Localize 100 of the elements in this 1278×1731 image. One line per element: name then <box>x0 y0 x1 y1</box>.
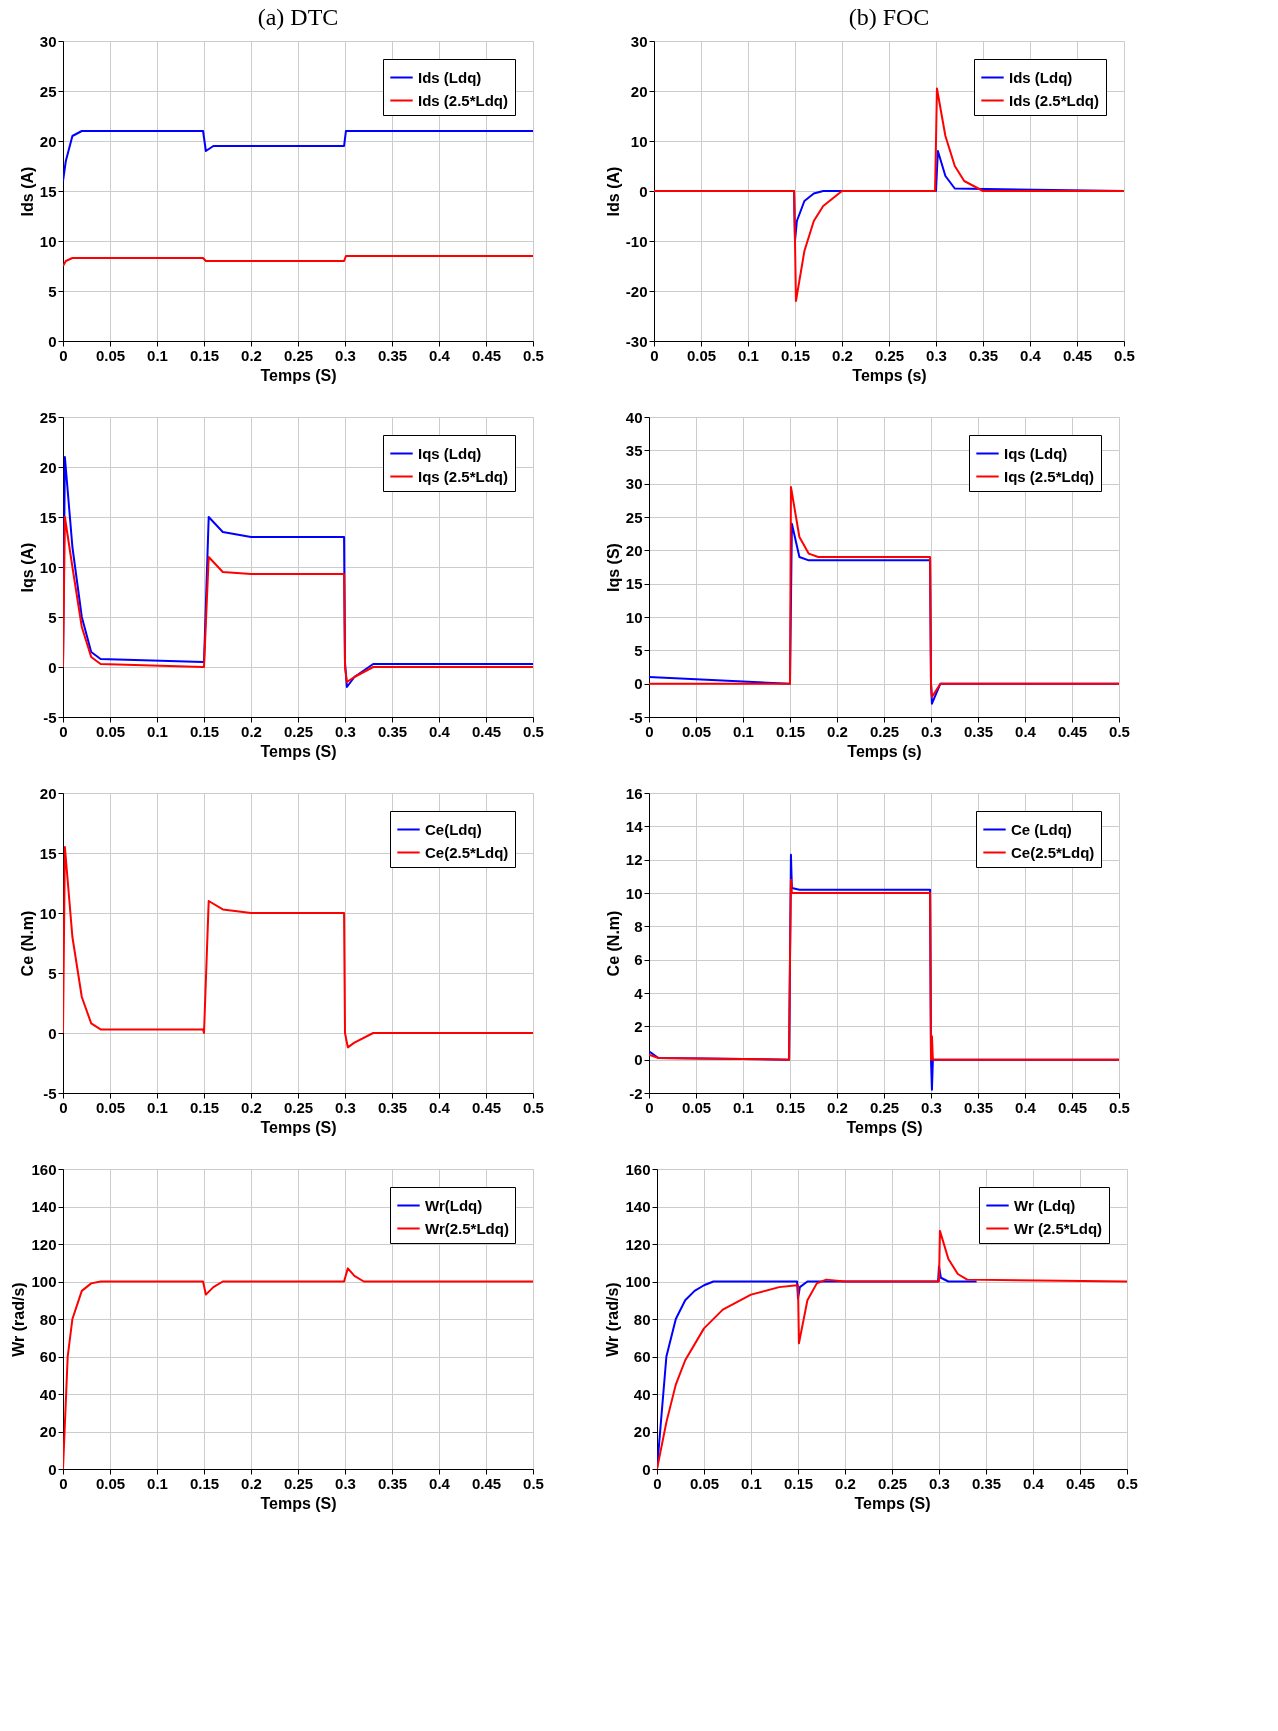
x-tick-label: 0.4 <box>1015 1098 1037 1116</box>
x-tick-label: 0.3 <box>335 1098 356 1116</box>
y-tick-label: 20 <box>625 541 643 559</box>
y-tick-label: 5 <box>48 608 57 626</box>
y-tick-label: 35 <box>625 441 643 459</box>
y-tick-label: 5 <box>48 964 57 982</box>
x-tick-label: 0.15 <box>775 1098 806 1116</box>
x-tick-label: 0.5 <box>523 346 544 364</box>
y-tick-label: 5 <box>634 641 643 659</box>
y-tick-label: 25 <box>625 508 643 526</box>
y-tick-label: 40 <box>633 1385 651 1403</box>
y-tick-label: 0 <box>634 675 643 693</box>
y-tick-label: 40 <box>625 408 643 426</box>
x-tick-label: 0.5 <box>1109 1098 1130 1116</box>
legend-label: Ids (Ldq) <box>418 68 482 86</box>
x-tick-label: 0.25 <box>283 1098 314 1116</box>
y-tick-label: 16 <box>625 784 643 802</box>
legend-label: Ids (Ldq) <box>1009 68 1073 86</box>
x-tick-label: 0.5 <box>1117 1474 1138 1492</box>
y-axis-title: Ce (N.m) <box>604 910 622 977</box>
y-tick-label: 10 <box>39 904 57 922</box>
x-tick-label: 0.1 <box>733 722 754 740</box>
y-tick-label: 60 <box>39 1348 57 1365</box>
y-tick-label: 30 <box>39 32 57 50</box>
x-tick-label: 0.4 <box>429 1098 451 1116</box>
x-tick-label: 0.4 <box>1023 1474 1045 1492</box>
y-tick-label: 4 <box>634 984 644 1002</box>
y-tick-label: -5 <box>43 1084 57 1102</box>
y-tick-label: 10 <box>625 884 643 902</box>
y-tick-label: 10 <box>625 608 643 626</box>
y-tick-label: 5 <box>48 282 57 300</box>
y-tick-label: 140 <box>625 1198 651 1215</box>
y-tick-label: 60 <box>633 1348 651 1365</box>
y-tick-label: -5 <box>43 708 57 726</box>
y-tick-label: 120 <box>625 1235 651 1253</box>
x-tick-label: 0.5 <box>523 1098 544 1116</box>
y-axis-title: Ids (A) <box>604 166 622 217</box>
x-tick-label: 0 <box>653 1474 662 1492</box>
x-tick-label: 0.35 <box>377 722 408 740</box>
legend-label: Wr (Ldq) <box>1014 1196 1076 1214</box>
y-axis-title: Wr (rad/s) <box>10 1282 28 1357</box>
y-tick-label: 120 <box>31 1235 57 1253</box>
x-axis-title: Temps (S) <box>846 1118 923 1136</box>
x-tick-label: 0.45 <box>1057 1098 1088 1116</box>
y-tick-label: 14 <box>625 817 644 835</box>
y-tick-label: -20 <box>625 282 648 300</box>
y-tick-label: 12 <box>625 851 643 869</box>
x-tick-label: 0 <box>59 346 68 364</box>
x-tick-label: 0.35 <box>963 1098 994 1116</box>
legend-label: Iqs (2.5*Ldq) <box>418 467 509 485</box>
x-tick-label: 0.2 <box>241 1474 262 1492</box>
x-tick-label: 0.05 <box>686 346 717 364</box>
x-tick-label: 0.15 <box>775 722 806 740</box>
x-tick-label: 0.25 <box>283 346 314 364</box>
x-tick-label: 0.05 <box>689 1474 720 1492</box>
y-tick-label: 0 <box>634 1051 643 1069</box>
x-tick-label: 0.3 <box>335 722 356 740</box>
x-tick-label: 0.5 <box>1109 722 1130 740</box>
x-tick-label: 0.2 <box>827 1098 848 1116</box>
x-axis-title: Temps (s) <box>852 366 927 384</box>
y-tick-label: 140 <box>31 1198 57 1215</box>
y-tick-label: 160 <box>625 1160 651 1178</box>
chart-title: (a) DTC <box>257 4 339 30</box>
x-tick-label: 0.1 <box>733 1098 754 1116</box>
x-tick-label: 0.15 <box>189 1474 220 1492</box>
y-tick-label: -10 <box>625 232 648 250</box>
y-tick-label: 15 <box>625 575 643 593</box>
y-tick-label: 20 <box>39 784 57 802</box>
x-tick-label: 0.2 <box>241 346 262 364</box>
x-tick-label: 0.15 <box>189 1098 220 1116</box>
x-tick-label: 0.05 <box>95 346 126 364</box>
y-tick-label: 30 <box>630 32 648 50</box>
x-tick-label: 0.45 <box>1057 722 1088 740</box>
x-axis-title: Temps (s) <box>847 742 922 760</box>
y-tick-label: 20 <box>633 1423 651 1440</box>
y-tick-label: 80 <box>39 1310 57 1328</box>
y-axis-title: Wr (rad/s) <box>604 1282 622 1357</box>
x-tick-label: 0.2 <box>832 346 853 364</box>
legend-label: Ce(2.5*Ldq) <box>1011 843 1095 861</box>
chart-title: (b) FOC <box>848 4 930 30</box>
x-tick-label: 0.25 <box>874 346 905 364</box>
x-tick-label: 0 <box>59 1474 68 1492</box>
x-tick-label: 0.3 <box>921 1098 942 1116</box>
legend-label: Iqs (Ldq) <box>418 444 482 462</box>
x-tick-label: 0.25 <box>869 722 900 740</box>
y-tick-label: 20 <box>39 458 57 476</box>
y-tick-label: 0 <box>639 182 648 200</box>
y-tick-label: 0 <box>642 1460 651 1478</box>
legend-label: Ids (2.5*Ldq) <box>1009 91 1100 109</box>
legend-label: Ce(2.5*Ldq) <box>425 843 509 861</box>
x-tick-label: 0.3 <box>335 346 356 364</box>
y-tick-label: 15 <box>39 844 57 862</box>
x-tick-label: 0.2 <box>241 722 262 740</box>
y-tick-label: 30 <box>625 475 643 493</box>
x-tick-label: 0.45 <box>1062 346 1093 364</box>
legend-label: Ce(Ldq) <box>425 820 482 838</box>
x-tick-label: 0.4 <box>429 346 451 364</box>
x-tick-label: 0.05 <box>95 1474 126 1492</box>
x-tick-label: 0.4 <box>429 1474 451 1492</box>
x-tick-label: 0.1 <box>738 346 759 364</box>
